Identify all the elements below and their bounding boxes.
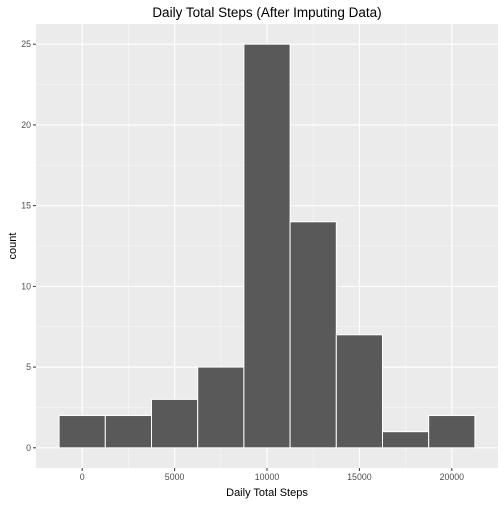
y-axis-title: count: [7, 233, 19, 260]
x-axis-ticks: 0 5000 10000 15000 20000: [80, 468, 464, 482]
y-tick-label: 15: [21, 201, 31, 211]
chart-title: Daily Total Steps (After Imputing Data): [152, 5, 381, 20]
y-tick-label: 10: [21, 281, 31, 291]
y-tick-label: 0: [26, 443, 31, 453]
histogram-bar: [197, 366, 245, 449]
x-tick-label: 20000: [440, 472, 465, 482]
histogram-bar: [382, 431, 430, 449]
histogram-bars: [58, 43, 476, 449]
y-tick-label: 25: [21, 39, 31, 49]
y-axis-ticks: 0 5 10 15 20 25: [21, 39, 36, 453]
histogram-bar: [243, 43, 291, 449]
histogram-bar: [104, 415, 153, 449]
histogram-bar: [58, 415, 106, 449]
histogram-bar: [151, 398, 199, 449]
x-tick-label: 5000: [165, 472, 185, 482]
x-tick-label: 10000: [255, 472, 280, 482]
x-tick-label: 0: [80, 472, 85, 482]
y-tick-label: 5: [26, 362, 31, 372]
x-tick-label: 15000: [347, 472, 372, 482]
y-tick-label: 20: [21, 120, 31, 130]
histogram-bar: [335, 334, 383, 449]
x-axis-title: Daily Total Steps: [226, 487, 308, 499]
histogram-bar: [428, 415, 476, 449]
histogram-bar: [289, 221, 337, 449]
